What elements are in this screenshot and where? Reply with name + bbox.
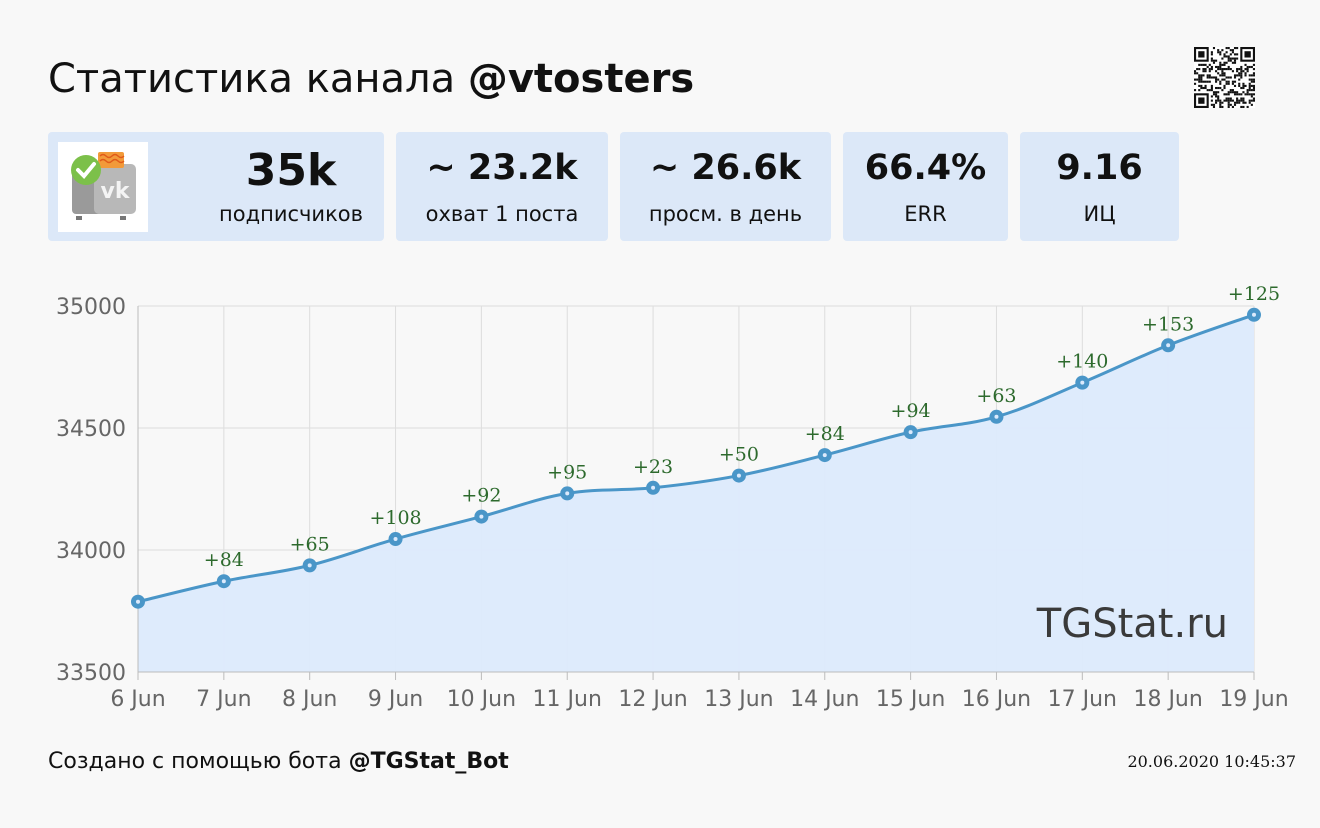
x-tick-label: 18 Jun — [1133, 687, 1202, 712]
x-tick-label: 8 Jun — [282, 687, 337, 712]
data-point-center — [822, 453, 827, 458]
data-point-center — [651, 485, 656, 490]
footer-prefix: Создано с помощью бота — [48, 749, 342, 774]
stat-card-citation-index: 9.16 ИЦ — [1020, 132, 1179, 241]
page-title: Статистика канала @vtosters — [48, 54, 694, 104]
footer-credit: Создано с помощью бота @TGStat_Bot — [48, 748, 509, 776]
stat-value: 9.16 — [1056, 148, 1143, 188]
x-tick-label: 17 Jun — [1048, 687, 1117, 712]
stat-value: ~ 23.2k — [426, 148, 578, 188]
x-tick-label: 10 Jun — [447, 687, 516, 712]
data-point-center — [908, 430, 913, 435]
x-tick-label: 6 Jun — [110, 687, 165, 712]
channel-handle[interactable]: @vtosters — [467, 56, 695, 102]
stat-card-err: 66.4% ERR — [843, 132, 1008, 241]
data-point-center — [736, 473, 741, 478]
x-tick-label: 9 Jun — [368, 687, 423, 712]
data-point-center — [565, 491, 570, 496]
data-point-center — [994, 414, 999, 419]
area-fill — [138, 314, 1254, 672]
data-label: +63 — [976, 385, 1016, 407]
data-label: +108 — [369, 507, 421, 529]
data-point-center — [307, 563, 312, 568]
stat-label: подписчиков — [219, 202, 363, 226]
stat-card-subscribers: vk 35k подписчиков — [48, 132, 384, 241]
stat-label: ERR — [904, 202, 947, 226]
data-point-center — [221, 579, 226, 584]
data-label: +125 — [1228, 283, 1280, 305]
x-tick-label: 12 Jun — [618, 687, 687, 712]
stat-label: охват 1 поста — [425, 202, 579, 226]
chart-axes: 33500 34000 34500 35000 6 Jun 7 Jun 8 Jun 9 Jun… — [56, 295, 1289, 712]
stat-card-daily-views: ~ 26.6k просм. в день — [620, 132, 831, 241]
data-label: +92 — [461, 485, 501, 507]
data-label: +95 — [547, 461, 587, 483]
chart-area — [137, 313, 1255, 672]
data-point-center — [1166, 343, 1171, 348]
chart-data-labels: +84 +65 +108 +92 +95 +23 +50 +84 +94 +63 +140 +153 +… — [204, 283, 1280, 571]
series-line — [137, 313, 1255, 604]
data-point-center — [136, 599, 140, 604]
stat-label: просм. в день — [648, 202, 803, 226]
chart-points — [131, 307, 1261, 609]
timestamp: 20.06.2020 10:45:37 — [1127, 752, 1296, 771]
bot-link[interactable]: @TGStat_Bot — [348, 749, 509, 774]
data-label: +84 — [204, 549, 244, 571]
data-point-center — [393, 537, 398, 542]
data-label: +84 — [805, 423, 845, 445]
title-prefix: Статистика канала — [48, 56, 456, 102]
data-point-center — [1080, 380, 1085, 385]
x-tick-label: 13 Jun — [704, 687, 773, 712]
data-label: +140 — [1056, 351, 1108, 373]
stat-value: 66.4% — [864, 148, 987, 188]
stat-label: ИЦ — [1083, 202, 1116, 226]
x-tick-label: 19 Jun — [1219, 687, 1288, 712]
x-tick-label: 11 Jun — [533, 687, 602, 712]
x-tick-label: 7 Jun — [196, 687, 251, 712]
y-tick-label: 33500 — [56, 661, 126, 686]
y-tick-label: 34000 — [56, 539, 126, 564]
data-label: +94 — [891, 400, 931, 422]
svg-text:vk: vk — [101, 179, 131, 204]
qr-code-icon — [1194, 47, 1255, 108]
x-tick-label: 15 Jun — [876, 687, 945, 712]
data-label: +65 — [290, 533, 330, 555]
vk-channel-logo: vk — [58, 142, 148, 232]
y-tick-label: 35000 — [56, 295, 126, 320]
data-label: +23 — [633, 456, 673, 478]
watermark: TGStat.ru — [1036, 601, 1228, 647]
data-label: +153 — [1142, 313, 1194, 335]
y-tick-label: 34500 — [56, 417, 126, 442]
stat-value: 35k — [245, 145, 337, 196]
x-tick-label: 14 Jun — [790, 687, 859, 712]
data-label: +50 — [719, 444, 759, 466]
stat-value: ~ 26.6k — [649, 148, 802, 188]
x-tick-label: 16 Jun — [962, 687, 1031, 712]
data-point-center — [479, 514, 484, 519]
stat-card-reach: ~ 23.2k охват 1 поста — [396, 132, 608, 241]
data-point-center — [1252, 312, 1256, 317]
